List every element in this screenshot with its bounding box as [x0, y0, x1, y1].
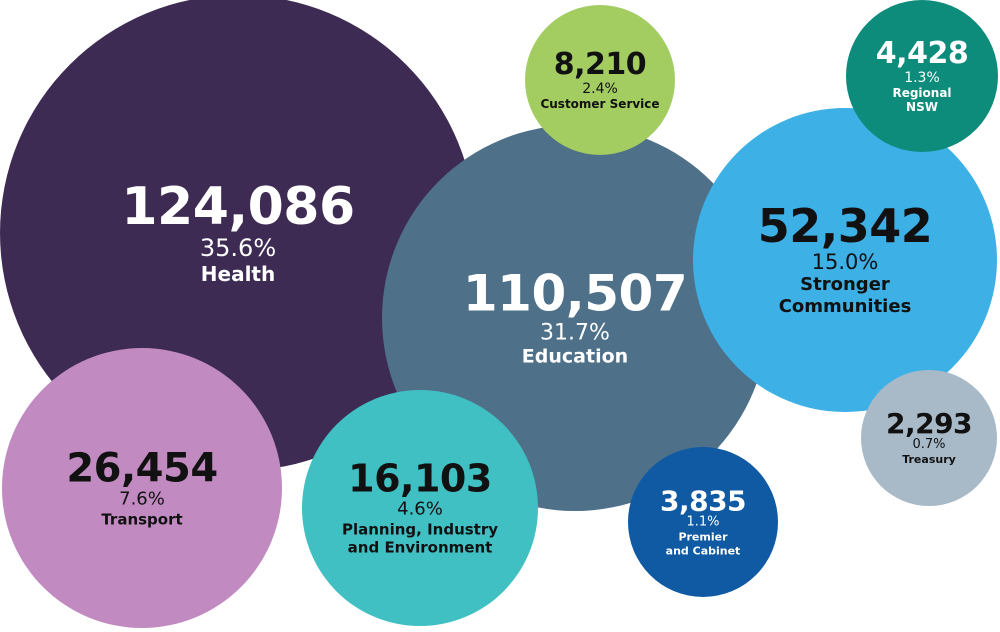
bubble-transport	[2, 348, 282, 628]
bubble-premier-and-cabinet	[628, 447, 778, 597]
bubble-regional-nsw	[846, 0, 998, 152]
bubble-customer-service	[525, 5, 675, 155]
bubble-planning-industry-and-environment	[302, 390, 538, 626]
bubble-treasury	[861, 370, 997, 506]
bubble-stronger-communities	[693, 108, 997, 412]
